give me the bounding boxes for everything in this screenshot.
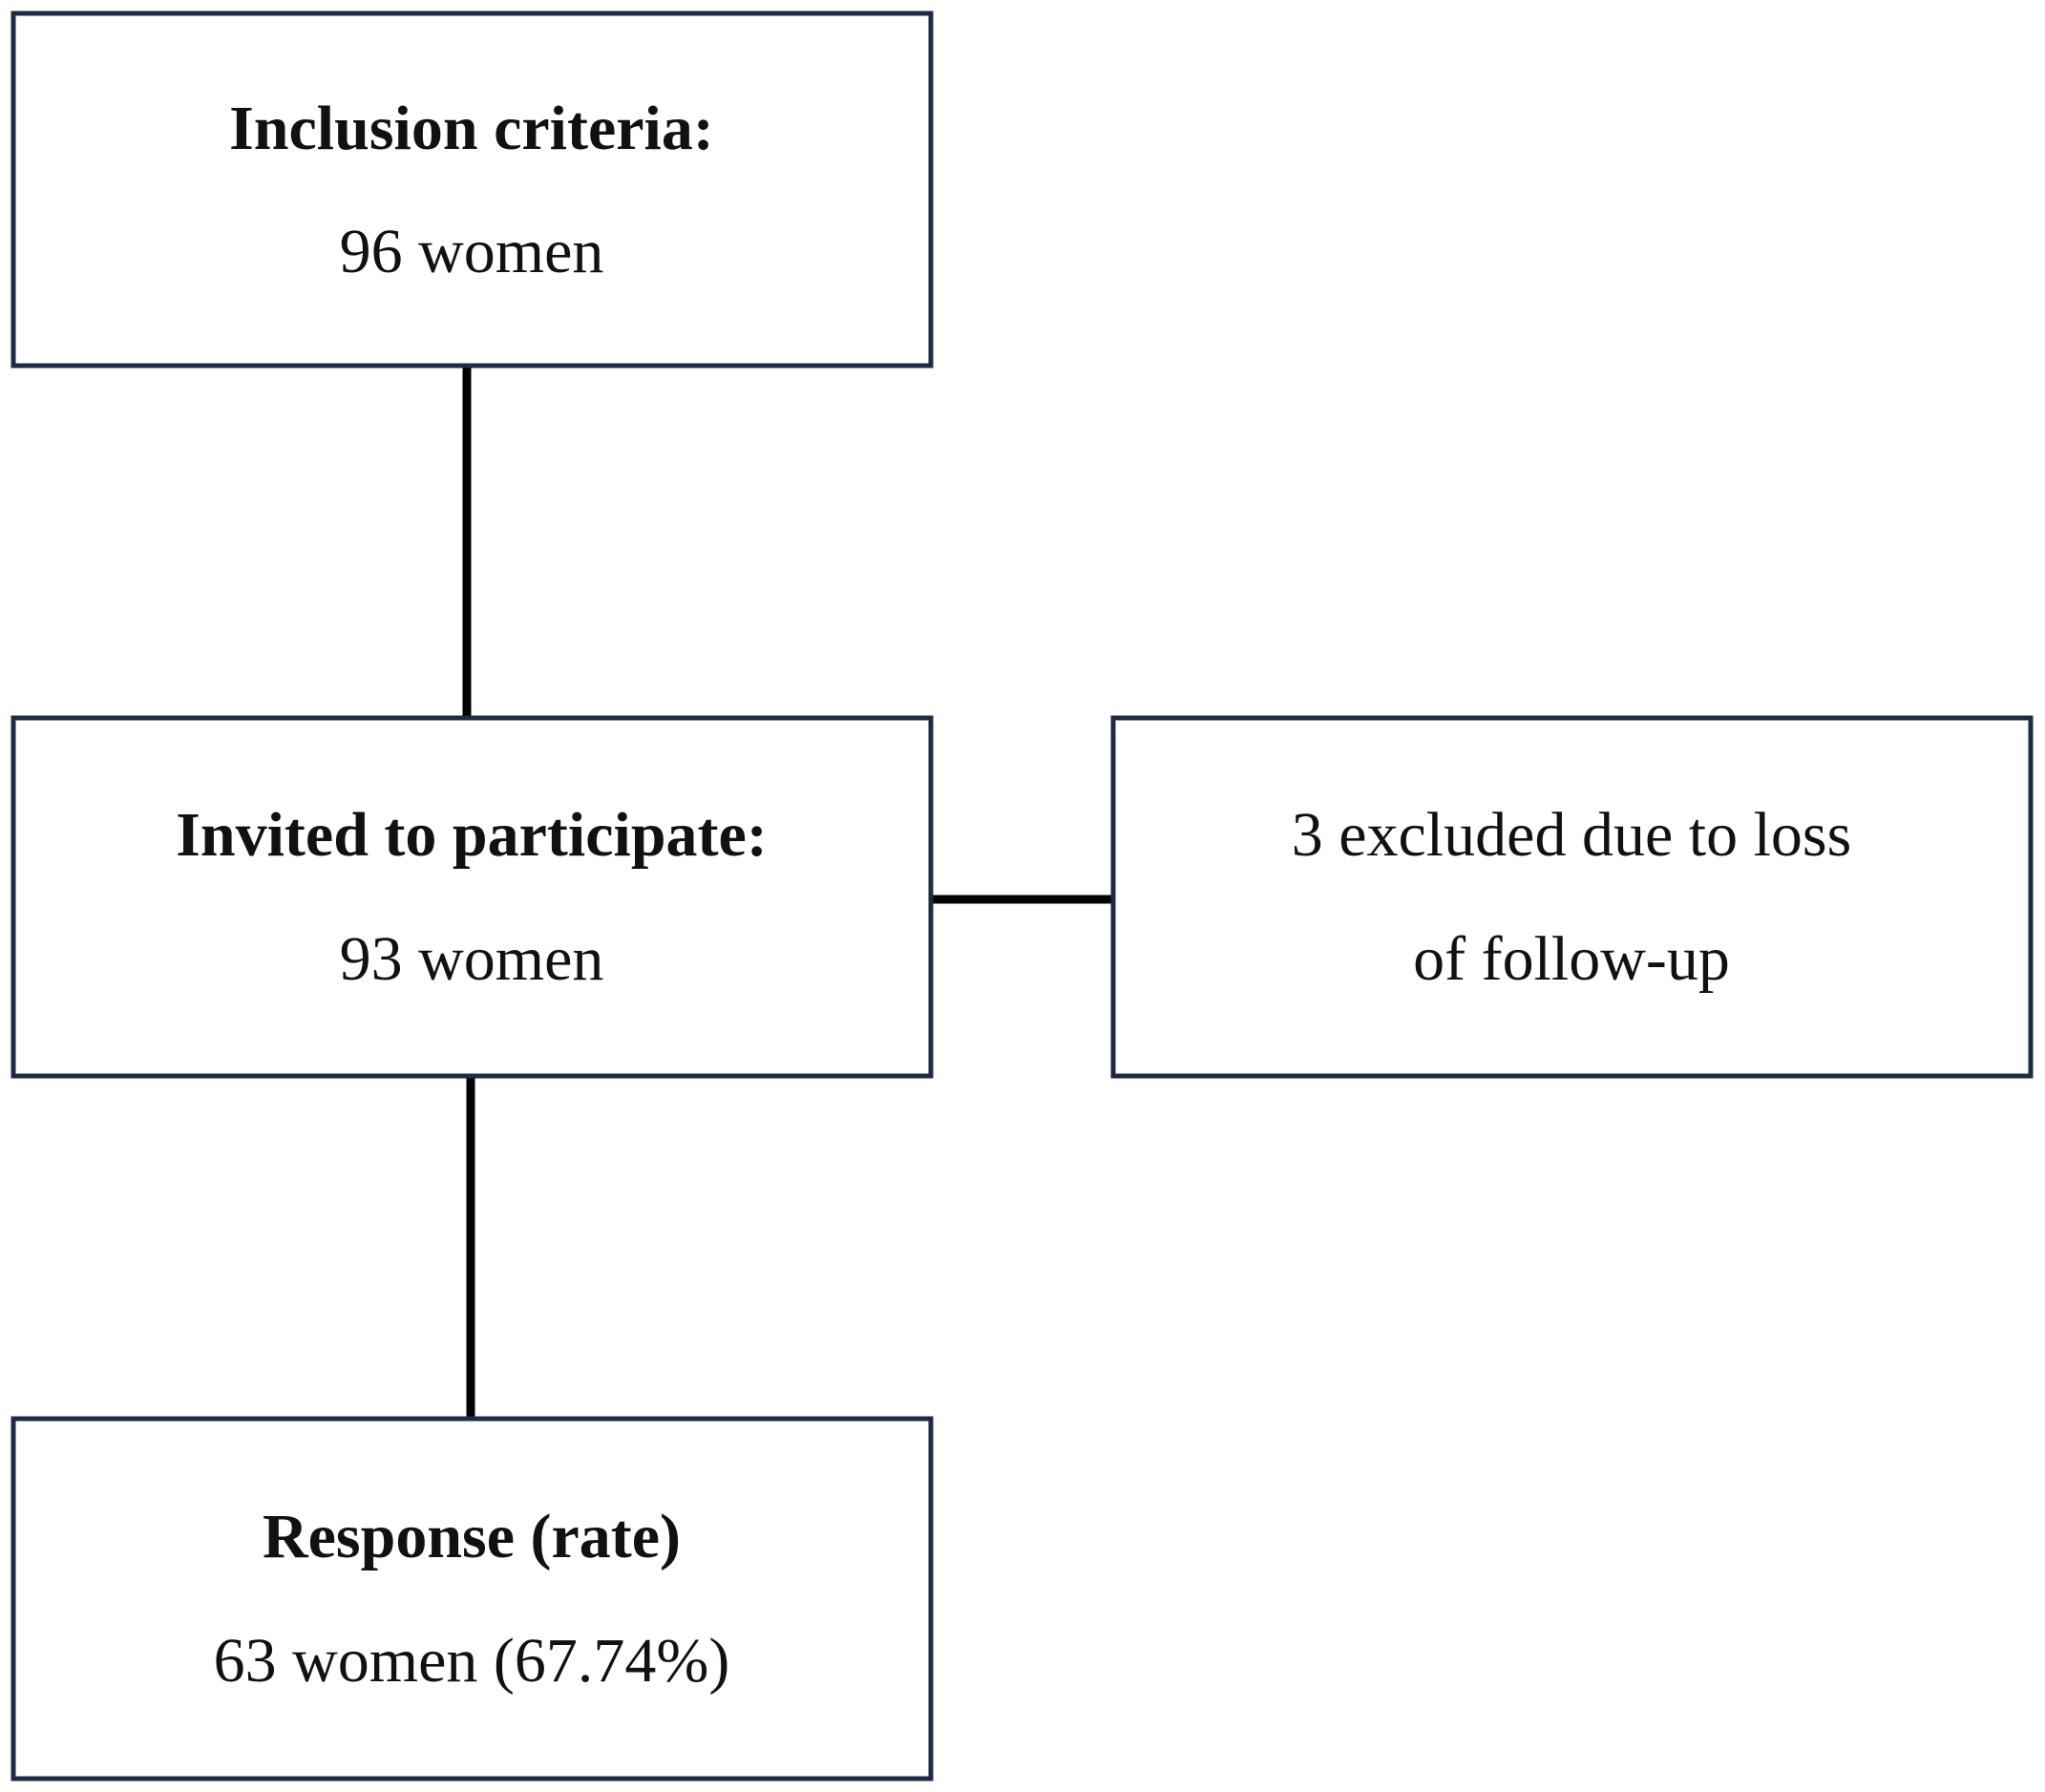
box-text: 93 women xyxy=(340,924,604,994)
box-title: Inclusion criteria: xyxy=(229,94,714,163)
box-title: Invited to participate: xyxy=(176,800,768,870)
box xyxy=(11,715,934,1079)
box-text: of follow-up xyxy=(1413,924,1730,994)
box-text: 63 women (67.74%) xyxy=(214,1626,730,1696)
box-title: Response (rate) xyxy=(263,1502,681,1571)
box xyxy=(11,1416,934,1781)
box-text: 3 excluded due to loss xyxy=(1292,800,1852,870)
box xyxy=(11,11,934,369)
box-text: 96 women xyxy=(340,217,604,286)
box xyxy=(1110,715,2034,1079)
